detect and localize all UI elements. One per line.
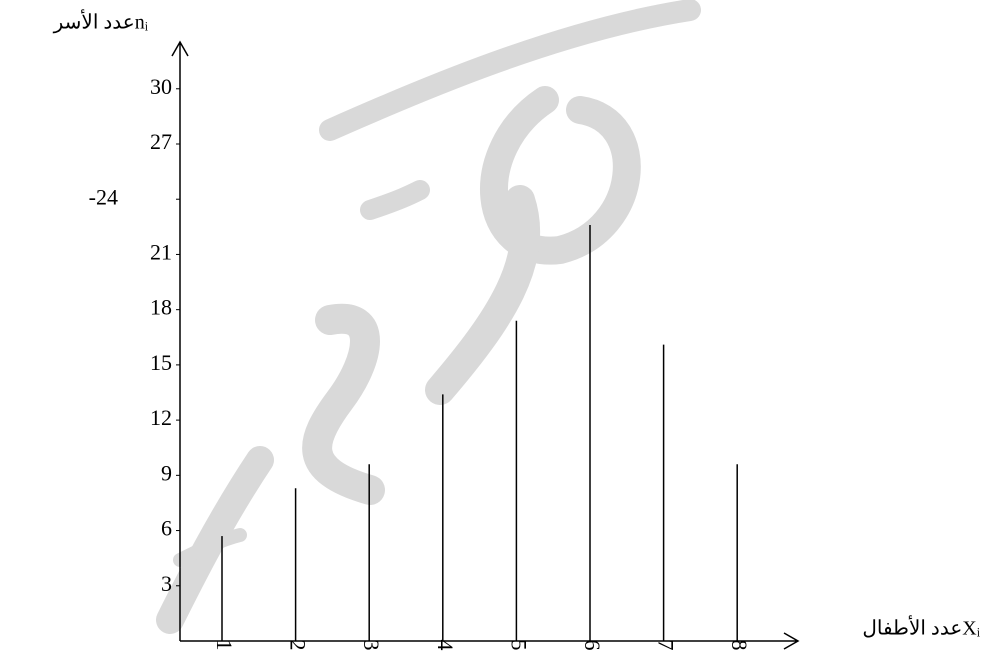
y-tick-label: 21: [150, 239, 172, 264]
y-tick-label: 27: [150, 129, 172, 154]
watermark-stroke: [173, 528, 247, 567]
x-tick-label: 2: [286, 640, 311, 651]
x-tick-label: 6: [580, 640, 605, 651]
y-tick-label: 12: [150, 405, 172, 430]
x-tick-label: 3: [359, 640, 384, 651]
y-axis: [171, 40, 189, 641]
x-axis: [180, 632, 800, 650]
x-tick-label: 1: [212, 640, 237, 651]
watermark-stroke: [302, 303, 385, 505]
y-tick-label: 15: [150, 350, 172, 375]
watermark: [156, 0, 701, 634]
y-tick-label: 6: [161, 516, 172, 541]
watermark-stroke: [480, 86, 641, 265]
watermark-stroke: [425, 185, 541, 405]
x-tick-label: 7: [654, 640, 679, 651]
y-tick-label: 9: [161, 460, 172, 485]
y-tick-label: 30: [150, 74, 172, 99]
watermark-stroke: [360, 180, 430, 220]
x-tick-label: 8: [727, 640, 752, 651]
watermark-stroke: [319, 0, 701, 141]
y-tick-label: 18: [150, 295, 172, 320]
x-tick-label: 5: [506, 640, 531, 651]
x-axis-label: عدد الأطفالXᵢ: [862, 615, 980, 640]
x-tick-label: 4: [433, 640, 458, 651]
y-axis-label: عدد الأسرnᵢ: [53, 9, 149, 34]
y-tick-label: -24: [89, 184, 118, 209]
y-tick-label: 3: [161, 571, 172, 596]
